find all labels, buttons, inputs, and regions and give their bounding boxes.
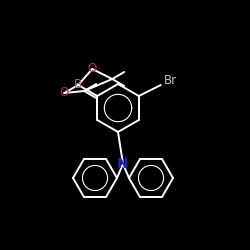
Text: O: O — [60, 86, 69, 100]
Text: N: N — [117, 157, 129, 171]
Text: Br: Br — [164, 74, 177, 86]
Text: B: B — [74, 78, 82, 92]
Text: O: O — [88, 62, 97, 76]
